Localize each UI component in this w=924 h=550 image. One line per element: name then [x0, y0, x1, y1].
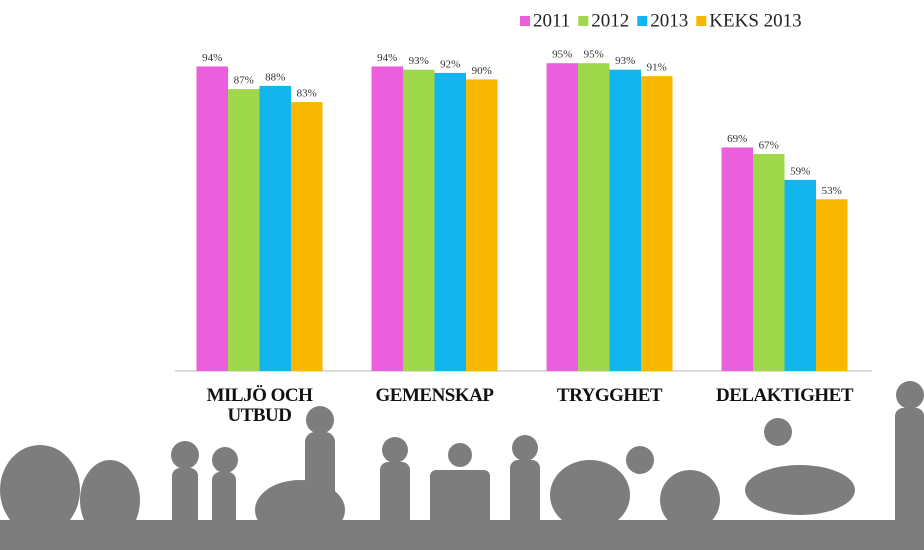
- bar: [753, 154, 785, 371]
- bar: [260, 86, 292, 371]
- legend-swatch: [578, 16, 588, 26]
- x-tick-label: GEMENSKAP: [350, 386, 520, 406]
- bar: [722, 147, 754, 371]
- data-label: 95%: [584, 49, 604, 61]
- legend-label: KEKS 2013: [709, 10, 801, 31]
- data-label: 69%: [727, 133, 747, 145]
- legend-swatch: [637, 16, 647, 26]
- data-label: 95%: [552, 49, 572, 61]
- bar: [435, 73, 467, 371]
- bar: [228, 89, 260, 371]
- legend-label: 2013: [650, 10, 688, 31]
- data-label: 59%: [790, 165, 810, 177]
- data-label: 91%: [647, 62, 667, 74]
- data-label: 94%: [377, 52, 397, 64]
- bar: [578, 63, 610, 371]
- bar: [372, 66, 404, 371]
- legend-swatch: [520, 16, 530, 26]
- bar: [403, 70, 435, 371]
- x-tick-label: TRYGGHET: [525, 386, 695, 406]
- data-label: 53%: [822, 185, 842, 197]
- bar: [785, 180, 817, 371]
- data-label: 93%: [615, 55, 635, 67]
- bar: [547, 63, 579, 371]
- bar: [466, 79, 498, 371]
- legend-label: 2012: [591, 10, 629, 31]
- chart: 2011 2012 2013 KEKS 2013 94% 87% 88% 83% 94% 93% 9…: [0, 0, 924, 550]
- x-tick-label: MILJÖ OCH UTBUD: [200, 386, 320, 426]
- silhouettes: [0, 381, 924, 550]
- x-tick-label: DELAKTIGHET: [700, 386, 870, 406]
- data-label: 87%: [234, 75, 254, 87]
- data-label: 94%: [202, 52, 222, 64]
- bar: [641, 76, 673, 371]
- bar: [291, 102, 323, 371]
- legend-swatch: [696, 16, 706, 26]
- bar: [816, 199, 848, 371]
- data-label: 83%: [297, 88, 317, 100]
- bar: [610, 70, 642, 371]
- data-label: 88%: [265, 71, 285, 83]
- data-label: 67%: [759, 139, 779, 151]
- data-label: 92%: [440, 58, 460, 70]
- page: 2011 2012 2013 KEKS 2013 94% 87% 88% 83% 94% 93% 9…: [0, 0, 924, 550]
- legend-label: 2011: [533, 10, 570, 31]
- data-label: 93%: [409, 55, 429, 67]
- data-label: 90%: [472, 65, 492, 77]
- bar: [197, 66, 229, 371]
